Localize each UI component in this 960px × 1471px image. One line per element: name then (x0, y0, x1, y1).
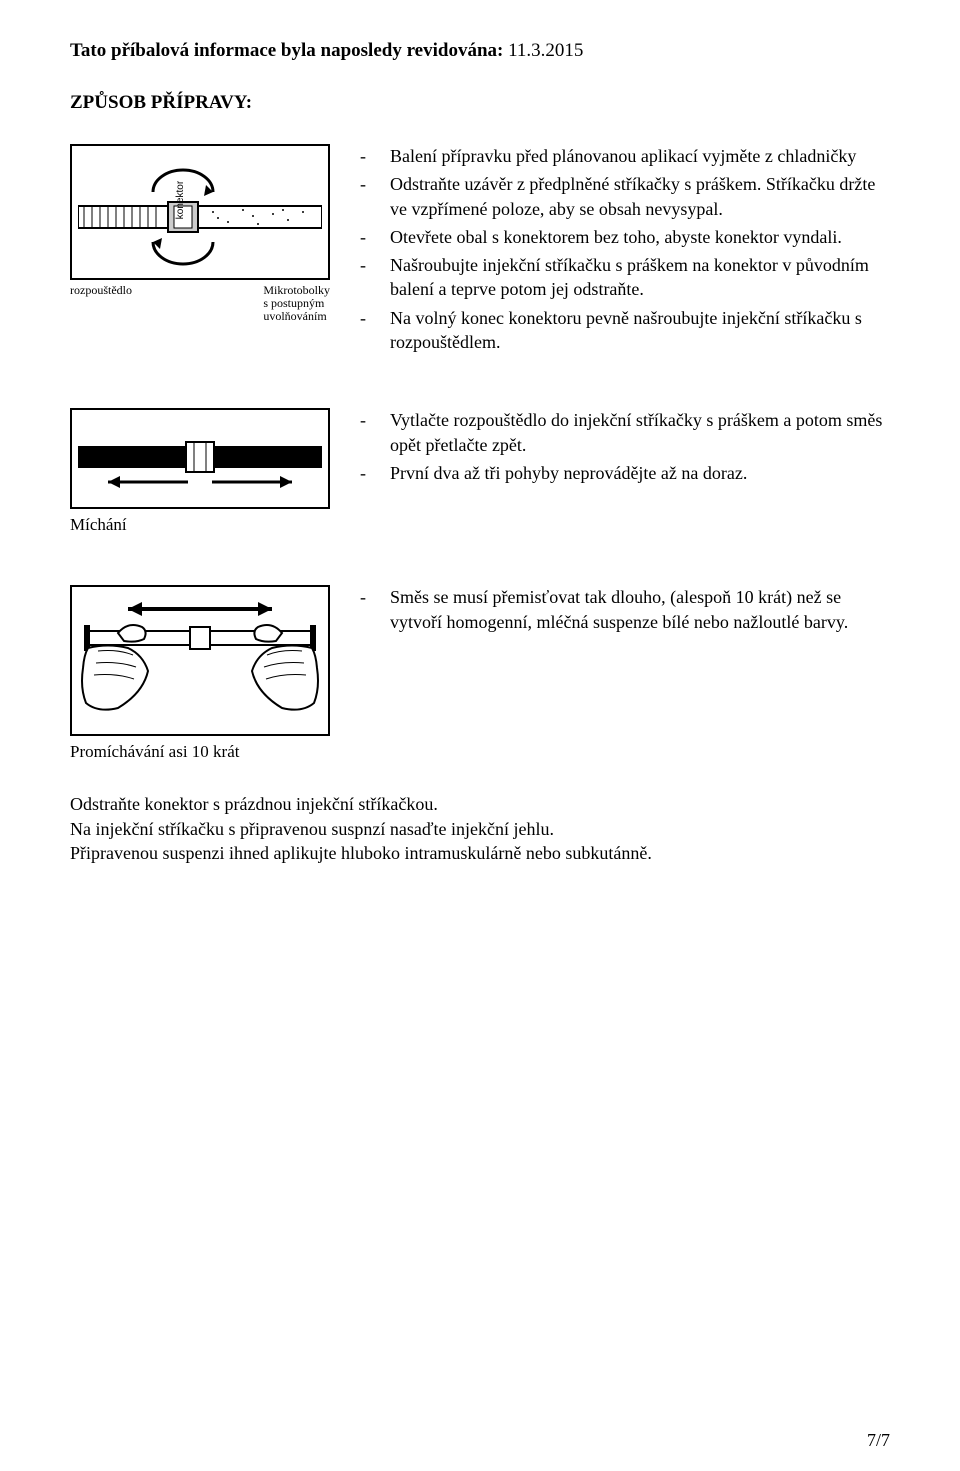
step-2-list: Vytlačte rozpouštědlo do injekční stříka… (360, 408, 890, 485)
fig3-caption: Promíchávání asi 10 krát (70, 742, 330, 762)
step-2-text: Vytlačte rozpouštědlo do injekční stříka… (360, 408, 890, 489)
list-item: První dva až tři pohyby neprovádějte až … (360, 461, 890, 485)
list-item: Směs se musí přemisťovat tak dlouho, (al… (360, 585, 890, 634)
figure-1-svg: konektor (78, 152, 322, 272)
figure-2-col: Míchání (70, 408, 330, 535)
revision-line: Tato příbalová informace byla naposledy … (70, 40, 890, 62)
step-3-list: Směs se musí přemisťovat tak dlouho, (al… (360, 585, 890, 634)
konektor-label: konektor (175, 180, 186, 219)
list-item: Našroubujte injekční stříkačku s práškem… (360, 253, 890, 302)
figure-1-box: konektor (70, 144, 330, 280)
figure-3-box (70, 585, 330, 736)
figure-1-col: konektor rozpouštědlo (70, 144, 330, 324)
step-1-list: Balení přípravku před plánovanou aplikac… (360, 144, 890, 354)
page: Tato příbalová informace byla naposledy … (0, 0, 960, 1471)
page-number: 7/7 (867, 1430, 890, 1451)
step-3-row: Promíchávání asi 10 krát Směs se musí př… (70, 585, 890, 762)
section-heading: ZPŮSOB PŘÍPRAVY: (70, 92, 890, 114)
list-item: Na volný konec konektoru pevně našroubuj… (360, 306, 890, 355)
footer-line: Připravenou suspenzi ihned aplikujte hlu… (70, 841, 890, 865)
figure-2-svg (78, 416, 322, 496)
footer-line: Na injekční stříkačku s připravenou susp… (70, 817, 890, 841)
revision-prefix: Tato příbalová informace byla naposledy … (70, 40, 508, 61)
figure-2-box (70, 408, 330, 509)
list-item: Otevřete obal s konektorem bez toho, aby… (360, 225, 890, 249)
fig1-label-right: Mikrotobolky s postupným uvolňováním (263, 284, 330, 324)
list-item: Balení přípravku před plánovanou aplikac… (360, 144, 890, 168)
list-item: Odstraňte uzávěr z předplněné stříkačky … (360, 172, 890, 221)
step-1-row: konektor rozpouštědlo (70, 144, 890, 358)
list-item: Vytlačte rozpouštědlo do injekční stříka… (360, 408, 890, 457)
revision-date: 11.3.2015 (508, 40, 583, 61)
fig1-label-left: rozpouštědlo (70, 284, 132, 324)
footer-line: Odstraňte konektor s prázdnou injekční s… (70, 792, 890, 816)
step-2-row: Míchání Vytlačte rozpouštědlo do injekčn… (70, 408, 890, 535)
figure-3-svg (78, 593, 322, 723)
footer-text: Odstraňte konektor s prázdnou injekční s… (70, 792, 890, 865)
step-3-text: Směs se musí přemisťovat tak dlouho, (al… (360, 585, 890, 638)
figure-3-col: Promíchávání asi 10 krát (70, 585, 330, 762)
step-1-text: Balení přípravku před plánovanou aplikac… (360, 144, 890, 358)
fig2-caption: Míchání (70, 515, 330, 535)
